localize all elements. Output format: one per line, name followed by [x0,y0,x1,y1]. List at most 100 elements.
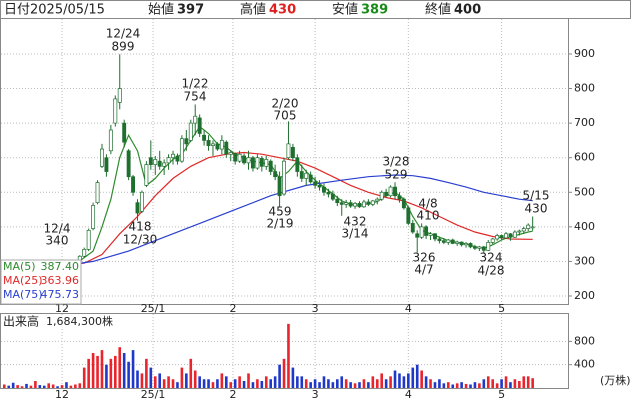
y-tick-label: 300 [574,254,595,267]
annotation-date: 2/20 [272,97,299,111]
volume-title: 出来高 [3,314,39,329]
volume-bar [145,358,148,388]
volume-bar [353,383,357,388]
candle-body [508,233,513,238]
volume-bar [60,385,64,388]
volume-bar [264,376,268,388]
candle-body [237,153,242,162]
x-tick-label: 4 [405,302,412,315]
candle-body [197,117,202,134]
volume-bar [415,364,419,388]
volume-bar [202,379,206,388]
candle-body [157,160,162,167]
candle-body [330,193,335,200]
volume-bar [56,386,59,388]
annotation-date: 12/30 [123,233,158,247]
x-tick-label: 3 [312,302,319,315]
candle-body [499,235,504,239]
candle-body [91,205,96,229]
candle-body [113,98,118,124]
candle-body [233,153,238,162]
volume-bar [486,376,490,388]
low-label: 安値 [332,2,358,18]
y-tick-label: 500 [574,185,595,198]
candle-body [490,238,495,243]
candle-body [375,198,380,202]
x-tick-label: 5 [498,388,505,400]
volume-bar [74,384,77,388]
candle-body [322,186,326,193]
x-tick-label: 3 [312,388,319,400]
candle-body [108,129,113,152]
volume-bar [118,347,122,388]
candle-body [211,143,215,146]
volume-bar [38,385,42,388]
volume-bar [20,386,24,388]
volume-bar [460,382,463,388]
candle-body [459,241,464,246]
volume-bar [260,381,264,388]
candle-body [299,171,304,179]
volume-bar [278,364,281,388]
candle-body [148,157,153,165]
volume-bar [300,376,304,388]
candle-body [517,230,522,233]
volume-bar [340,376,344,388]
volume-bar [518,381,521,388]
candle-body [250,157,255,169]
volume-bar [16,385,19,388]
volume-bar [176,382,179,388]
annotation-date: 3/28 [383,155,410,169]
candle-body [246,157,251,164]
volume-bar [309,382,312,388]
volume-bar [238,376,241,388]
candle-body [228,152,233,155]
candle-body [313,181,318,186]
candle-body [339,202,344,205]
volume-bar [491,379,494,388]
candle-body [179,138,184,162]
volume-bar [442,383,446,388]
high-label: 高値 [240,2,266,18]
volume-bar [509,382,512,388]
volume-bar [122,353,126,388]
volume-bar [256,379,259,388]
volume-bar [189,358,193,388]
volume-bar [433,382,437,388]
candle-body [486,242,491,251]
volume-bar [478,383,481,388]
candle-body [495,235,500,240]
volume-bar [402,376,406,388]
candle-body [437,238,442,242]
volume-bar [371,376,375,388]
volume-bar [380,373,383,388]
candle-body [388,186,393,197]
volume-bar [367,382,370,388]
candle-body [415,233,420,238]
volume-bar [318,382,321,388]
volume-bar [136,370,139,388]
volume-bar [247,373,250,388]
volume-bar [114,355,117,388]
ma-line [57,151,533,266]
candle-body [455,241,460,244]
date-label: 日付 [4,3,30,18]
candle-body [384,191,389,197]
annotation-date: 4/7 [414,263,433,277]
candle-body [397,195,402,200]
candle-body [326,191,331,195]
annotation-price: 430 [525,202,548,216]
low: 389 [361,3,388,18]
volume-bar [29,385,33,388]
high: 430 [269,3,296,18]
volume-bar [531,378,534,388]
volume-bar [167,376,170,388]
candle-body [144,164,149,186]
volume-bar [51,384,55,388]
candle-body [526,224,531,229]
volume-bar [393,370,397,388]
candle-body [428,233,433,236]
volume-bar [384,379,388,388]
y-tick-label: 400 [574,220,595,233]
